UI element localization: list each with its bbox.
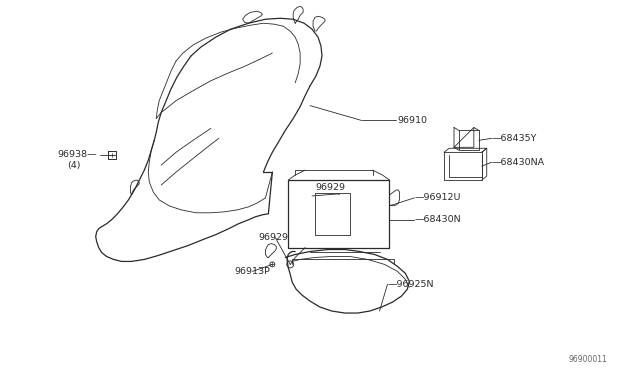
Text: 96913P: 96913P — [235, 267, 271, 276]
Text: —96925N: —96925N — [387, 280, 434, 289]
Text: —68435Y: —68435Y — [492, 134, 537, 143]
Text: 96938—: 96938— — [57, 150, 97, 159]
Text: —68430N: —68430N — [414, 215, 461, 224]
Text: (4): (4) — [67, 161, 81, 170]
Text: 96900011: 96900011 — [568, 355, 607, 364]
Text: 96910: 96910 — [397, 116, 428, 125]
Text: —96912U: —96912U — [414, 193, 461, 202]
Text: 96929: 96929 — [259, 233, 289, 242]
Text: 96929: 96929 — [315, 183, 345, 192]
Text: —68430NA: —68430NA — [492, 158, 545, 167]
